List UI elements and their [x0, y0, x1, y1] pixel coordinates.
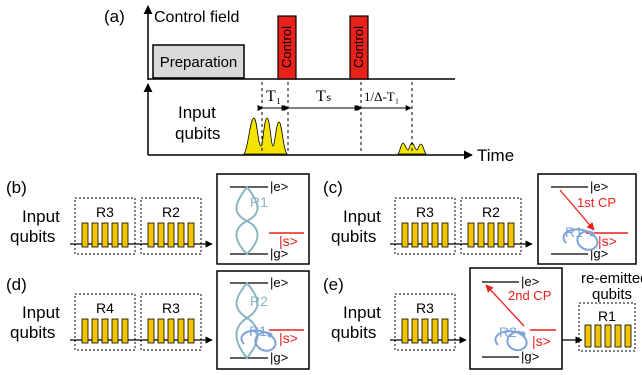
- output-block-label: R1: [598, 308, 616, 324]
- block-1: [74, 293, 136, 351]
- block-2: [460, 197, 522, 255]
- level-g: |g>: [521, 349, 539, 364]
- input-line2: qubits: [331, 323, 376, 342]
- block-1: [74, 197, 136, 255]
- panel-d: (d) Input qubits R4 R3 |e> |g> |s> R2: [6, 270, 310, 370]
- block-1-bars: [81, 222, 129, 248]
- input-line2: qubits: [331, 227, 376, 246]
- block-1-label: R3: [416, 300, 434, 316]
- block-1-label: R3: [416, 204, 434, 220]
- atom-loop: [494, 330, 528, 352]
- input-line1: Input: [343, 303, 381, 322]
- block-2-bars: [147, 222, 195, 248]
- block-1-label: R4: [96, 300, 114, 316]
- cp-label: 2nd CP: [508, 288, 551, 303]
- input-label-line2: qubits: [175, 124, 220, 143]
- t1-label: T₁: [266, 88, 281, 105]
- level-g: |g>: [270, 350, 288, 365]
- atom-dot: [520, 331, 526, 337]
- block-2-bars: [467, 222, 515, 248]
- atom-label-r2: R2: [250, 293, 268, 309]
- control-pulse-1-label: Control: [279, 26, 294, 68]
- level-e: |e>: [590, 179, 608, 194]
- cp-arrow: [485, 284, 525, 327]
- control-pulse-2: [349, 15, 369, 80]
- cp-label: 1st CP: [577, 195, 616, 210]
- panel-b-label: (b): [6, 178, 27, 197]
- input-line1: Input: [343, 207, 381, 226]
- panel-e-label: (e): [323, 275, 344, 294]
- preparation-label: Preparation: [160, 54, 238, 71]
- atom-dot: [589, 231, 595, 237]
- ts-label: Tₛ: [316, 88, 332, 105]
- level-diagram-box: [469, 267, 563, 370]
- atom-loop: [562, 228, 599, 251]
- block-1-bars: [401, 222, 449, 248]
- atom-label-r2: R2: [499, 324, 517, 340]
- input-line1: Input: [22, 303, 60, 322]
- block-1: [394, 293, 456, 351]
- atom-label-r1: R1: [249, 323, 267, 339]
- preparation-box: [152, 44, 245, 79]
- reemitted-line2: qubits: [592, 286, 632, 303]
- output-block: [578, 302, 636, 352]
- atom-rabi-loop: [235, 281, 259, 360]
- level-g: |g>: [590, 246, 608, 261]
- time-label: Time: [477, 146, 514, 165]
- control-pulse-1: [277, 15, 297, 80]
- control-axis-label: Control field: [154, 9, 239, 26]
- atom-dot: [267, 332, 273, 338]
- cp-arrow: [559, 189, 595, 231]
- level-s: |s>: [279, 233, 298, 249]
- input-label-line1: Input: [178, 103, 216, 122]
- output-block-bars: [584, 324, 632, 348]
- level-e: |e>: [270, 275, 288, 290]
- block-1: [394, 197, 456, 255]
- reemitted-line1: re-emitted: [581, 270, 642, 287]
- input-qubit-pulses: [243, 117, 288, 155]
- panel-d-label: (d): [6, 275, 27, 294]
- block-2-label: R2: [162, 204, 180, 220]
- block-2: [140, 197, 202, 255]
- level-diagram-box: [216, 173, 310, 265]
- level-s: |s>: [279, 330, 298, 346]
- level-diagram-box: [216, 270, 310, 370]
- level-s: |s>: [532, 333, 551, 349]
- block-1-bars: [81, 318, 129, 344]
- atom-label-r1: R1: [565, 224, 583, 240]
- control-pulse-2-label: Control: [351, 26, 366, 68]
- level-s: |s>: [598, 233, 617, 249]
- input-line2: qubits: [10, 227, 55, 246]
- input-line1: Input: [22, 207, 60, 226]
- level-g: |g>: [270, 246, 288, 261]
- panel-a-label: (a): [104, 7, 125, 26]
- panel-c: (c) Input qubits R3 R2 |e> |g> |s> 1st: [323, 173, 637, 265]
- block-2-label: R2: [482, 204, 500, 220]
- level-e: |e>: [270, 179, 288, 194]
- panel-e: (e) Input qubits R3 |e> |g> |s> 2nd CP R…: [323, 267, 642, 370]
- panel-c-label: (c): [323, 178, 343, 197]
- block-2-bars: [147, 318, 195, 344]
- block-2: [140, 293, 202, 351]
- block-1-label: R3: [96, 204, 114, 220]
- atom-label-r1: R1: [250, 194, 268, 210]
- level-e: |e>: [521, 274, 539, 289]
- block-2-label: R3: [162, 300, 180, 316]
- atom-loop-r1: [240, 329, 277, 352]
- block-1-bars: [401, 318, 449, 344]
- input-line2: qubits: [10, 323, 55, 342]
- panel-a: (a) Control field Preparation Control Co…: [104, 5, 514, 165]
- echo-label: 1/Δ-T₁: [364, 89, 399, 104]
- panel-b: (b) Input qubits R3 R2 |e> |g> |s>: [6, 173, 310, 265]
- atom-rabi-loop: [235, 185, 259, 256]
